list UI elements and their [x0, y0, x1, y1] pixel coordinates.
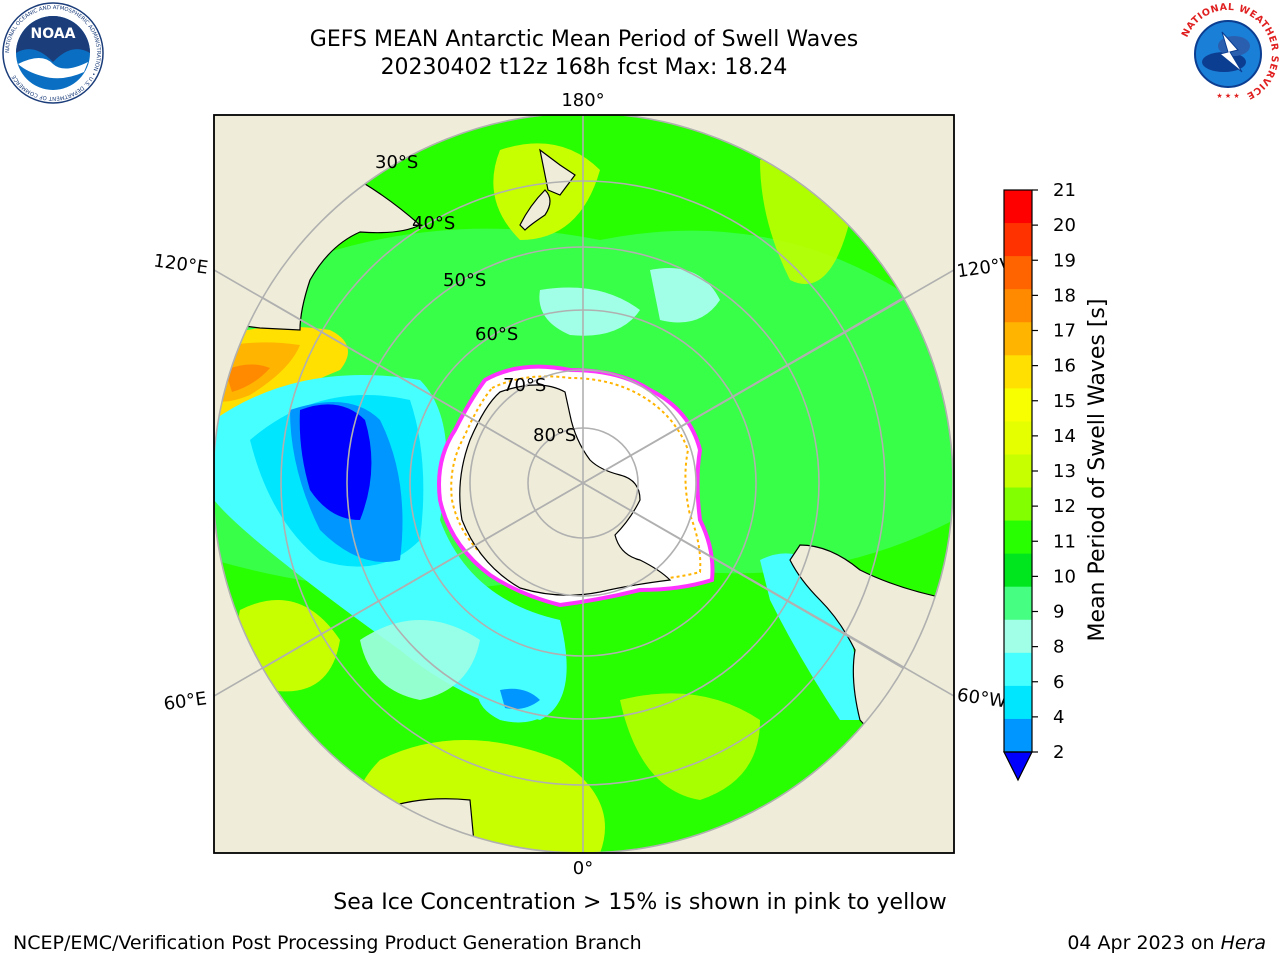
colorbar-segment [1004, 289, 1032, 323]
lon-label-120e: 120°E [152, 250, 209, 278]
lon-label-180: 180° [561, 90, 604, 111]
credit-line: NCEP/EMC/Verification Post Processing Pr… [13, 932, 642, 954]
colorbar-segment [1004, 652, 1032, 687]
colorbar-tick-label: 14 [1053, 426, 1076, 447]
colorbar-segment [1004, 454, 1032, 489]
graticule [214, 115, 954, 853]
colorbar-label: Mean Period of Swell Waves [s] [1085, 299, 1110, 642]
colorbar-segment [1004, 256, 1032, 290]
lat-label-80s: 80°S [533, 425, 576, 446]
lat-label-40s: 40°S [412, 213, 455, 234]
colorbar-segment [1004, 487, 1032, 522]
nws-logo: NATIONAL WEATHER SERVICE ★ ★ ★ [1177, 2, 1279, 105]
colorbar-tick-label: 17 [1053, 321, 1076, 342]
colorbar-segment [1004, 223, 1032, 257]
run-date: 04 Apr 2023 on Hera [1067, 932, 1266, 954]
colorbar-segment [1004, 190, 1032, 224]
colorbar-segment [1004, 355, 1032, 389]
colorbar-segment [1004, 619, 1032, 654]
colorbar-segment [1004, 586, 1032, 621]
lat-label-60s: 60°S [475, 324, 518, 345]
sea-ice-note: Sea Ice Concentration > 15% is shown in … [333, 890, 947, 915]
colorbar-tick-label: 19 [1053, 250, 1076, 271]
lon-label-60w: 60°W [956, 685, 1008, 713]
colorbar-segment [1004, 421, 1032, 455]
svg-text:★ ★ ★: ★ ★ ★ [1216, 92, 1239, 100]
lat-label-70s: 70°S [503, 375, 546, 396]
colorbar-segment [1004, 553, 1032, 588]
colorbar-segment [1004, 388, 1032, 422]
lon-label-60e: 60°E [162, 688, 208, 715]
colorbar-tick-label: 16 [1053, 356, 1076, 377]
colorbar-tick-label: 20 [1053, 215, 1076, 236]
run-machine: Hera [1220, 932, 1266, 954]
colorbar-tick-label: 4 [1053, 707, 1064, 728]
lat-label-30s: 30°S [375, 152, 418, 173]
colorbar-tick-label: 8 [1053, 637, 1064, 658]
chart-title: GEFS MEAN Antarctic Mean Period of Swell… [309, 27, 859, 52]
colorbar-segment [1004, 718, 1032, 753]
run-date-text: 04 Apr 2023 on [1067, 932, 1221, 954]
colorbar-segment [1004, 685, 1032, 720]
colorbar-tick-label: 12 [1053, 496, 1076, 517]
noaa-logo: NATIONAL OCEANIC AND ATMOSPHERIC ADMINIS… [2, 2, 104, 104]
colorbar-tick-label: 21 [1053, 180, 1076, 201]
lat-label-50s: 50°S [443, 270, 486, 291]
colorbar-tick-label: 18 [1053, 285, 1076, 306]
colorbar-tick-label: 2 [1053, 742, 1064, 763]
colorbar-segment [1004, 322, 1032, 356]
colorbar-tick-label: 15 [1053, 391, 1076, 412]
colorbar-segment [1004, 520, 1032, 555]
colorbar-tick-label: 10 [1053, 566, 1076, 587]
colorbar-tick-label: 11 [1053, 531, 1076, 552]
colorbar-tick-label: 13 [1053, 461, 1076, 482]
colorbar-extension [1003, 751, 1033, 782]
map-frame [213, 114, 955, 854]
antarctica-land [459, 384, 672, 596]
colorbar-tick-label: 9 [1053, 602, 1064, 623]
noaa-wordmark: NOAA [31, 26, 76, 42]
lon-label-0: 0° [573, 858, 593, 879]
colorbar: 21 20 19 18 17 16 15 14 13 12 11 10 9 8 6 4 2 [1003, 180, 1076, 782]
chart-subtitle: 20230402 t12z 168h fcst Max: 18.24 [380, 55, 788, 80]
colorbar-tick-label: 6 [1053, 672, 1064, 693]
